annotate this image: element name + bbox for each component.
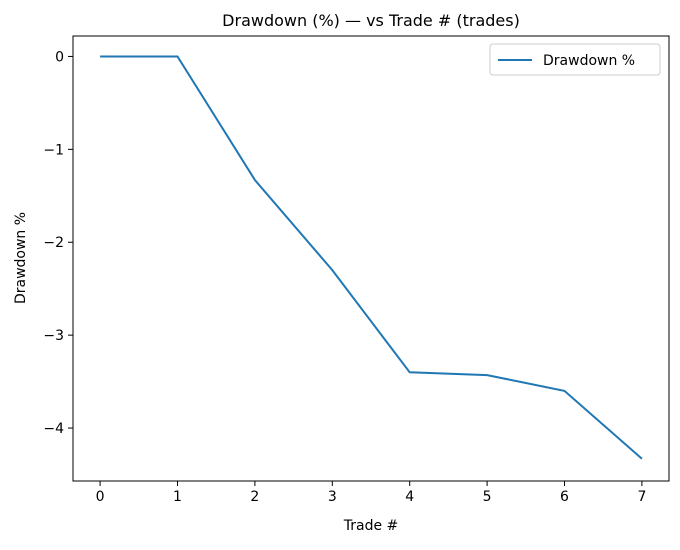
x-axis-label: Trade # <box>343 518 399 534</box>
y-tick-label: −2 <box>43 235 64 251</box>
x-tick-label: 5 <box>483 489 492 505</box>
x-tick-label: 4 <box>405 489 414 505</box>
y-tick-label: −3 <box>43 328 64 344</box>
y-axis-label: Drawdown % <box>13 212 29 304</box>
plot-frame <box>72 35 670 482</box>
x-tick-label: 6 <box>560 489 569 505</box>
legend-label: Drawdown % <box>543 53 635 69</box>
series-line-drawdown <box>100 55 643 460</box>
x-tick-label: 3 <box>328 489 337 505</box>
y-tick-label: −4 <box>43 421 64 437</box>
y-tick-label: 0 <box>55 49 64 65</box>
legend-box <box>489 43 661 76</box>
y-tick-label: −1 <box>43 142 64 158</box>
chart-title: Drawdown (%) — vs Trade # (trades) <box>222 11 520 30</box>
x-tick-label: 1 <box>173 489 182 505</box>
x-tick-label: 7 <box>637 489 646 505</box>
x-tick-label: 0 <box>96 489 105 505</box>
x-tick-label: 2 <box>250 489 259 505</box>
legend: Drawdown % <box>489 43 661 76</box>
